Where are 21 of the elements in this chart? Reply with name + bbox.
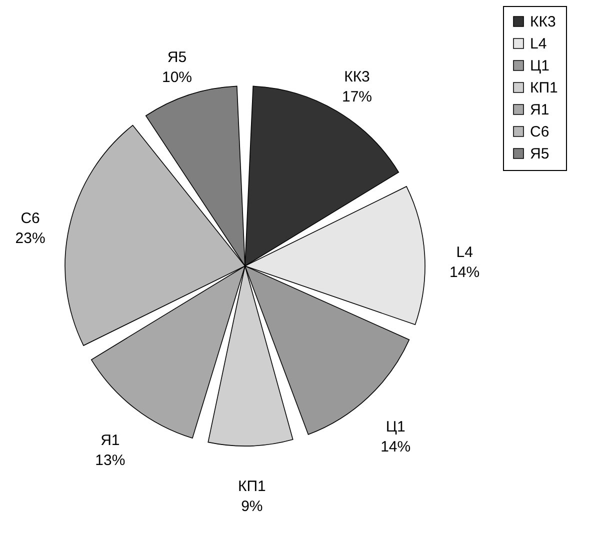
data-label: 13% bbox=[95, 452, 126, 469]
legend-label: Я1 bbox=[530, 102, 550, 118]
data-label: 10% bbox=[162, 68, 192, 86]
slice-label: С6 bbox=[20, 210, 40, 228]
data-label: 17% bbox=[342, 88, 372, 106]
slice-label: КК3 bbox=[344, 68, 370, 86]
data-label: 23% bbox=[15, 230, 46, 248]
slice-label: КП1 bbox=[238, 478, 266, 495]
slice-label: Ц1 bbox=[386, 418, 406, 436]
legend-label: Я5 bbox=[530, 146, 550, 162]
slice-label: L4 bbox=[456, 244, 473, 262]
legend-label: КП1 bbox=[530, 80, 558, 96]
slice-label: Я1 bbox=[100, 432, 120, 449]
legend-label: КК3 bbox=[530, 14, 556, 30]
data-label: 14% bbox=[380, 438, 411, 456]
slice-label: Я5 bbox=[167, 48, 187, 66]
legend-label: Ц1 bbox=[530, 58, 550, 74]
legend-label: L4 bbox=[530, 36, 547, 52]
data-label: 9% bbox=[241, 498, 263, 515]
data-label: 14% bbox=[450, 264, 480, 282]
legend-label: С6 bbox=[530, 124, 550, 140]
